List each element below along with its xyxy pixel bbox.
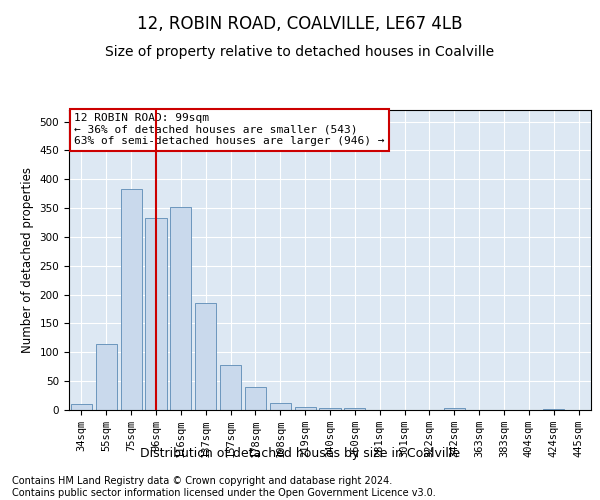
- Bar: [96, 344, 117, 410]
- Bar: [319, 408, 341, 410]
- Bar: [195, 304, 216, 410]
- Text: 12 ROBIN ROAD: 99sqm
← 36% of detached houses are smaller (543)
63% of semi-deta: 12 ROBIN ROAD: 99sqm ← 36% of detached h…: [74, 113, 385, 146]
- Text: Size of property relative to detached houses in Coalville: Size of property relative to detached ho…: [106, 45, 494, 59]
- Bar: [121, 189, 142, 410]
- Bar: [444, 408, 465, 410]
- Y-axis label: Number of detached properties: Number of detached properties: [21, 167, 34, 353]
- Text: Distribution of detached houses by size in Coalville: Distribution of detached houses by size …: [140, 448, 460, 460]
- Bar: [145, 218, 167, 410]
- Bar: [220, 365, 241, 410]
- Bar: [170, 207, 191, 410]
- Bar: [543, 409, 564, 410]
- Bar: [270, 403, 291, 410]
- Bar: [245, 387, 266, 410]
- Bar: [344, 408, 365, 410]
- Text: 12, ROBIN ROAD, COALVILLE, LE67 4LB: 12, ROBIN ROAD, COALVILLE, LE67 4LB: [137, 15, 463, 33]
- Text: Contains HM Land Registry data © Crown copyright and database right 2024.
Contai: Contains HM Land Registry data © Crown c…: [12, 476, 436, 498]
- Bar: [71, 404, 92, 410]
- Bar: [295, 406, 316, 410]
